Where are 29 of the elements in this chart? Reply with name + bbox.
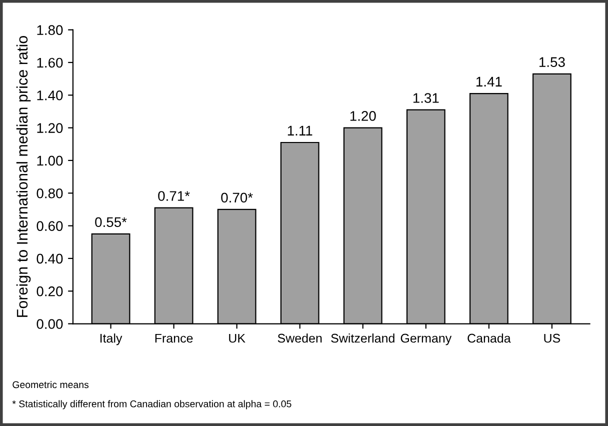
- data-label: 1.11: [288, 126, 312, 136]
- data-label: 1.20: [350, 111, 376, 121]
- y-tick-label: 0.20: [36, 286, 63, 296]
- x-tick-label: Germany: [400, 334, 452, 346]
- y-tick-label: 1.40: [37, 90, 63, 100]
- x-tick-label: UK: [229, 334, 246, 343]
- x-tick-label: Canada: [468, 333, 511, 343]
- x-tick-label: France: [155, 334, 193, 343]
- y-tick-label: 1.20: [37, 123, 63, 133]
- text: * Statistically different from Canadian observation at alpha = 0.05: [12, 400, 292, 410]
- x-tick-label: US: [544, 334, 560, 343]
- y-tick-label: 0.60: [36, 221, 63, 231]
- data-label: 0.55*: [95, 217, 127, 228]
- data-label: 0.71*: [158, 191, 190, 201]
- x-tick-label: Switzerland: [331, 333, 394, 343]
- y-tick-label: 1.80: [37, 25, 63, 35]
- data-label: 0.70*: [221, 192, 253, 203]
- y-tick-label: 0.00: [36, 319, 63, 329]
- y-tick-label: 0.40: [36, 254, 63, 264]
- data-label: 1.31: [413, 93, 439, 103]
- x-tick-label: Sweden: [278, 333, 322, 343]
- text: Geometric means: [12, 381, 89, 388]
- y-axis-title: Foreign to International median price ratio: [16, 36, 31, 317]
- x-tick-label: Italy: [100, 333, 122, 346]
- y-tick-label: 1.00: [37, 156, 63, 166]
- data-label: 1.53: [539, 57, 565, 67]
- y-tick-label: 1.60: [37, 58, 63, 68]
- y-tick-label: 0.80: [36, 188, 63, 198]
- data-label: 1.41: [476, 76, 502, 86]
